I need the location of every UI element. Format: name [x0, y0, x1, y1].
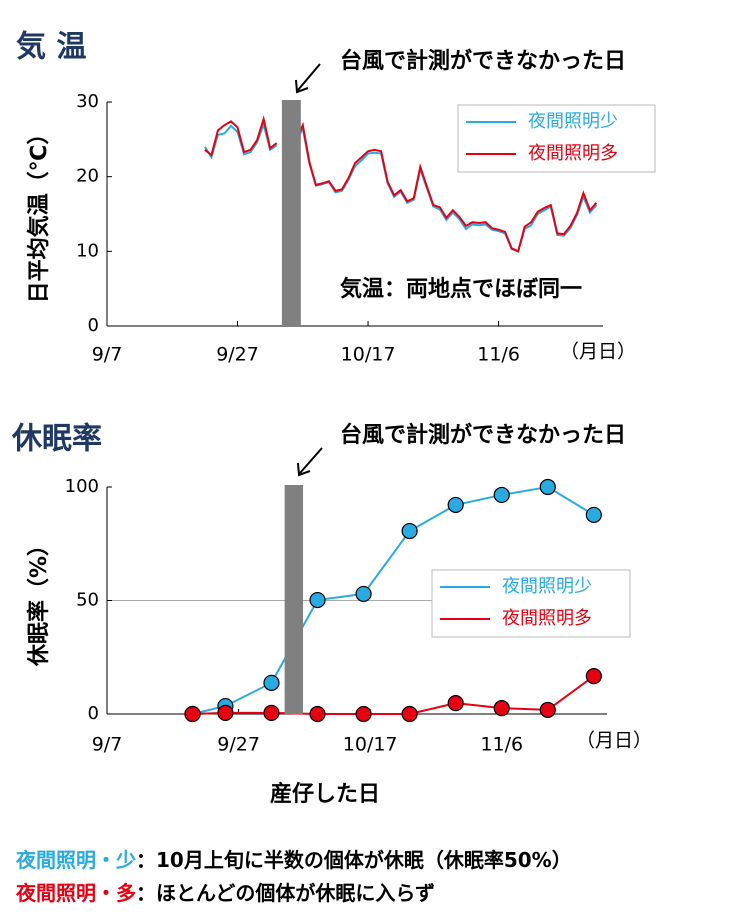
x-tick-label: 9/27 — [216, 344, 259, 366]
x-axis-label: 産仔した日 — [270, 781, 380, 807]
data-point — [184, 705, 201, 723]
series-line — [204, 115, 598, 253]
chart-title: 気 温 — [16, 30, 86, 65]
note: 夜間照明・多：ほとんどの個体が休眠に入らず — [15, 881, 435, 905]
y-tick-label: 30 — [76, 91, 99, 112]
legend-label: 夜間照明少 — [528, 111, 618, 132]
data-point — [401, 522, 418, 540]
y-axis-label: 日平均気温（℃） — [26, 123, 52, 304]
x-tick-label: 9/7 — [92, 734, 123, 756]
data-point — [217, 704, 234, 721]
y-tick-label: 20 — [76, 166, 99, 187]
data-point — [263, 704, 280, 721]
note-label: 夜間照明・少 — [15, 848, 136, 872]
note-label: 夜間照明・多 — [15, 881, 136, 905]
note-text: ：10月上旬に半数の個体が休眠（休眠率50%） — [136, 848, 572, 872]
data-point — [401, 705, 418, 723]
x-tick-label: 11/6 — [477, 344, 520, 366]
x-tick-label: 9/27 — [217, 734, 260, 756]
data-point — [355, 705, 372, 723]
y-axis-label: 休眠率（%） — [26, 534, 52, 667]
annotation: 台風で計測ができなかった日 — [340, 48, 626, 74]
annotation: 台風で計測ができなかった日 — [340, 422, 626, 448]
data-point — [493, 486, 510, 504]
y-tick-label: 0 — [88, 703, 99, 724]
legend-box — [457, 104, 656, 173]
y-tick-label: 100 — [65, 476, 99, 497]
data-point — [585, 667, 602, 685]
band — [281, 100, 301, 326]
series-line — [192, 675, 595, 715]
x-tick-label: 9/7 — [92, 344, 123, 366]
arrow — [297, 63, 321, 91]
arrow-head — [295, 79, 309, 94]
x-unit: （月日） — [560, 341, 636, 363]
data-point — [309, 705, 326, 723]
x-tick-label: 11/6 — [480, 734, 523, 756]
annotation: 気温：両地点でほぼ同一 — [340, 276, 582, 302]
y-tick-label: 50 — [76, 590, 99, 611]
x-tick-label: 10/17 — [343, 734, 398, 756]
data-point — [585, 506, 602, 524]
data-point — [447, 695, 464, 712]
data-point — [447, 496, 464, 514]
data-point — [263, 674, 280, 692]
arrow-head — [297, 462, 311, 477]
arrow — [299, 447, 323, 474]
data-point — [355, 585, 372, 603]
note: 夜間照明・少：10月上旬に半数の個体が休眠（休眠率50%） — [15, 848, 572, 872]
chart-title: 休眠率 — [11, 422, 102, 457]
y-tick-label: 0 — [88, 315, 99, 336]
legend-label: 夜間照明少 — [502, 576, 592, 597]
legend-box — [431, 569, 631, 638]
data-point — [539, 701, 556, 719]
note-text: ：ほとんどの個体が休眠に入らず — [136, 881, 435, 905]
x-unit: （月日） — [576, 730, 652, 752]
legend-label: 夜間照明多 — [502, 608, 592, 629]
y-tick-label: 10 — [76, 240, 99, 261]
data-point — [309, 591, 326, 609]
series-line — [192, 485, 595, 715]
band — [284, 485, 304, 714]
data-point — [493, 699, 510, 717]
data-point — [539, 478, 556, 496]
x-tick-label: 10/17 — [341, 344, 396, 366]
legend-label: 夜間照明多 — [528, 143, 618, 164]
